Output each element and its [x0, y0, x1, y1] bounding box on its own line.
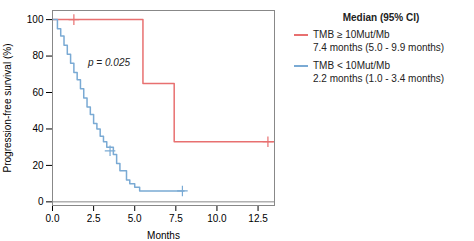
- svg-text:Progression-free survival (%): Progression-free survival (%): [2, 44, 13, 173]
- svg-text:2.5: 2.5: [87, 213, 101, 224]
- svg-text:40: 40: [32, 123, 44, 134]
- svg-text:12.5: 12.5: [248, 213, 268, 224]
- svg-text:80: 80: [32, 50, 44, 61]
- svg-text:0: 0: [38, 196, 44, 207]
- html-text:2.2 months (1.0 - 3.4 months): 2.2 months (1.0 - 3.4 months): [313, 73, 445, 84]
- svg-text:7.5: 7.5: [169, 213, 183, 224]
- svg-text:10.0: 10.0: [207, 213, 227, 224]
- svg-text:Months: Months: [147, 230, 180, 241]
- html-text:TMB ≥ 10Mut/Mb: TMB ≥ 10Mut/Mb: [313, 29, 390, 40]
- html-text:Median (95% CI): Median (95% CI): [342, 12, 420, 23]
- html-text:7.4 months (5.0 - 9.9 months): 7.4 months (5.0 - 9.9 months): [313, 42, 445, 53]
- html-text:TMB < 10Mut/Mb: TMB < 10Mut/Mb: [313, 60, 390, 71]
- svg-text:0.0: 0.0: [46, 213, 60, 224]
- svg-text:p = 0.025: p = 0.025: [87, 57, 130, 68]
- svg-text:60: 60: [32, 87, 44, 98]
- svg-text:100: 100: [27, 14, 44, 25]
- svg-text:5.0: 5.0: [128, 213, 142, 224]
- svg-text:20: 20: [32, 160, 44, 171]
